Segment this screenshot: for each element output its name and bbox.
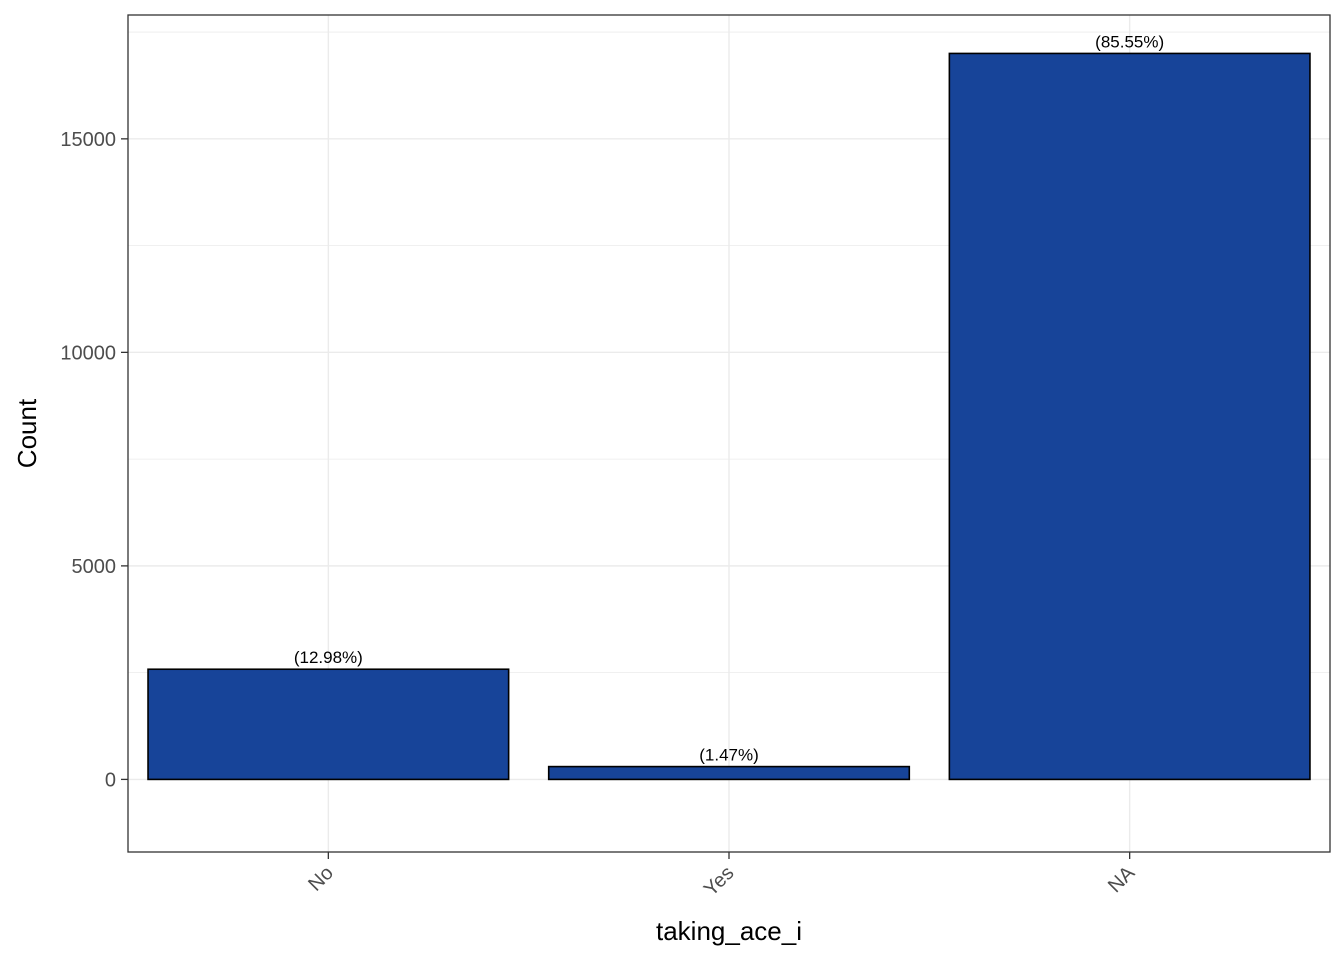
x-axis-title: taking_ace_i (656, 916, 802, 946)
bar-value-label: (1.47%) (699, 746, 759, 765)
bar-na (948, 52, 1311, 781)
bar-value-label: (85.55%) (1095, 32, 1164, 51)
bar-labels: (12.98%) (1.47%) (85.55%) (294, 32, 1164, 764)
y-tick-label: 15000 (60, 129, 116, 151)
y-tick-label: 10000 (60, 342, 116, 364)
bars (147, 52, 1311, 781)
y-tick-label: 5000 (72, 556, 117, 578)
y-tick-label: 0 (105, 769, 116, 791)
bar-value-label: (12.98%) (294, 648, 363, 667)
bar-yes (547, 765, 911, 781)
y-axis: 0 5000 10000 15000 (60, 129, 128, 791)
bar-no (147, 668, 510, 781)
y-axis-title: Count (12, 398, 42, 468)
